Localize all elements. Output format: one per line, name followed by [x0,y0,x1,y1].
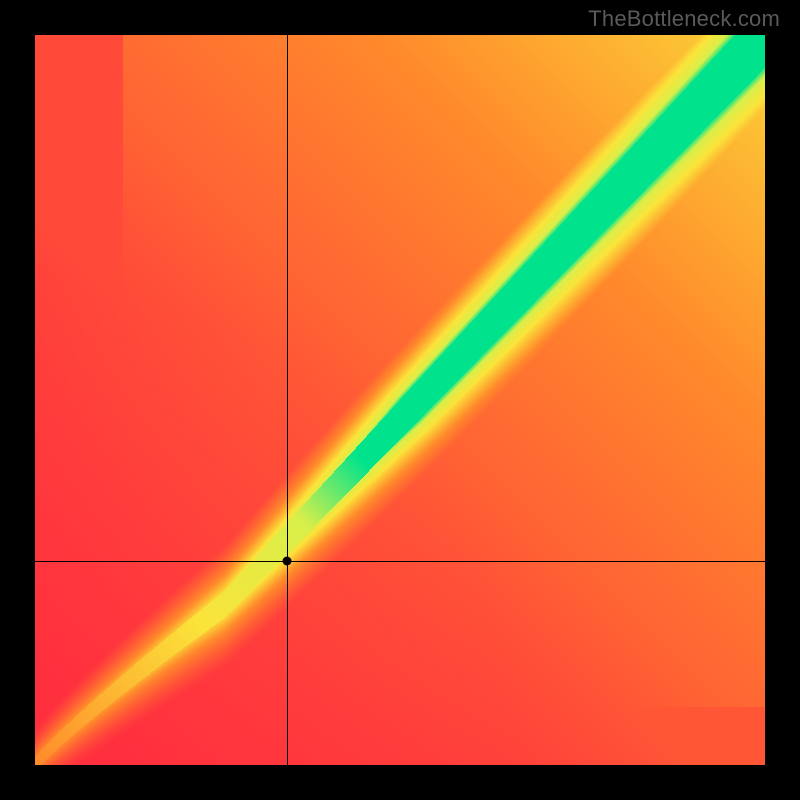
bottleneck-heatmap [35,35,765,765]
crosshair-vertical [287,35,288,765]
watermark-text: TheBottleneck.com [588,6,780,32]
plot-area [35,35,765,765]
crosshair-horizontal [35,561,765,562]
selection-marker-dot [282,556,291,565]
